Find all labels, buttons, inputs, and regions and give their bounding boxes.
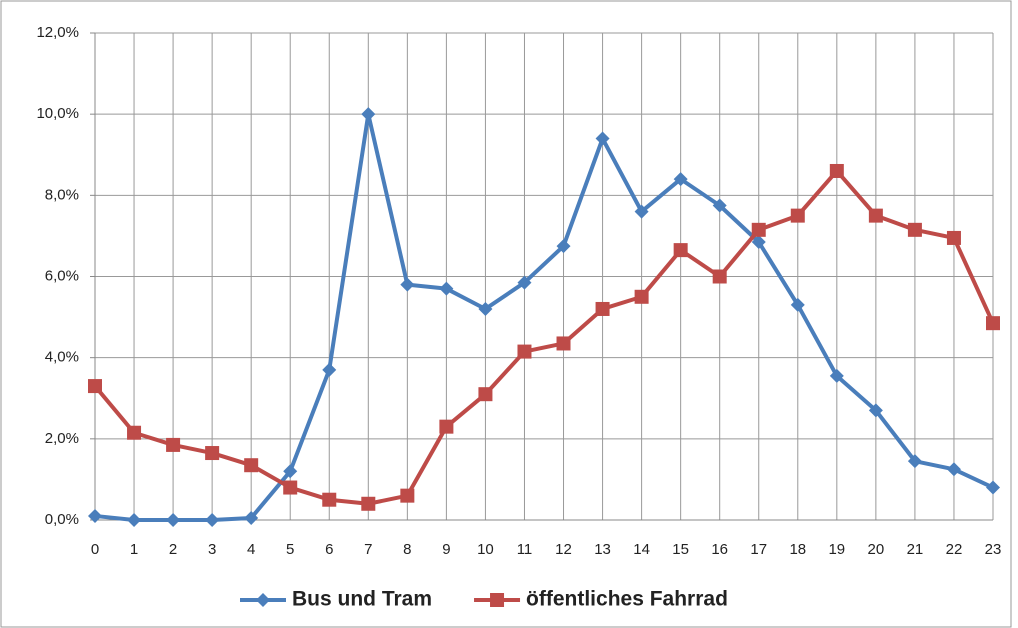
data-point [166,513,181,527]
data-point [673,243,688,258]
y-tick-label: 2,0% [45,430,79,447]
x-tick-label: 6 [325,541,333,558]
data-point [673,172,688,187]
data-point [868,208,883,223]
x-tick-label: 13 [594,541,611,558]
x-tick-label: 17 [750,541,767,558]
data-point [517,275,532,290]
data-point [595,131,610,146]
x-tick-label: 1 [130,541,138,558]
data-point [907,454,922,469]
data-point [88,379,102,394]
data-point [166,437,181,452]
x-tick-label: 5 [286,541,294,558]
x-tick-label: 4 [247,541,255,558]
x-tick-label: 22 [946,541,963,558]
data-point [634,289,649,304]
data-point [556,336,571,351]
legend-marker [256,593,270,607]
x-tick-label: 2 [169,541,177,558]
y-tick-label: 8,0% [45,186,79,203]
x-tick-label: 7 [364,541,372,558]
data-point [88,508,102,523]
data-point [712,269,727,284]
x-tick-label: 11 [517,541,533,558]
data-point [712,198,727,213]
data-point [829,163,844,178]
data-point [751,222,766,237]
data-point [127,513,142,527]
data-point [751,235,766,250]
x-tick-label: 16 [711,541,728,558]
legend-text: öffentliches Fahrrad [526,588,728,611]
data-point [361,496,376,511]
x-tick-label: 23 [985,541,1002,558]
data-point [790,208,805,223]
x-tick-label: 21 [907,541,924,558]
data-point [595,301,610,316]
x-tick-label: 14 [633,541,650,558]
y-tick-label: 10,0% [36,105,79,122]
y-tick-label: 0,0% [45,511,79,528]
x-tick-label: 8 [403,541,411,558]
data-point [205,513,220,527]
data-point [790,297,805,312]
data-point [322,492,337,507]
y-tick-label: 6,0% [45,267,79,284]
data-point [283,480,298,495]
data-point [946,230,961,245]
x-tick-label: 19 [828,541,845,558]
x-tick-label: 18 [789,541,806,558]
y-tick-label: 4,0% [45,349,79,366]
data-point [907,222,922,237]
data-point [517,344,532,359]
data-point [868,403,883,418]
data-point [829,368,844,383]
data-point [205,446,220,461]
data-point [244,510,259,525]
data-point [986,480,1000,495]
x-tick-label: 20 [868,541,885,558]
x-tick-label: 3 [208,541,216,558]
data-point [478,387,493,402]
data-point [361,107,376,122]
legend-text: Bus und Tram [292,588,432,611]
x-tick-label: 15 [672,541,689,558]
data-point [986,316,1000,331]
x-tick-label: 10 [477,541,494,558]
data-point [322,362,337,377]
data-point [439,419,454,434]
data-point [127,425,142,440]
data-point [400,488,415,503]
legend-marker [490,593,505,607]
x-tick-label: 12 [555,541,572,558]
data-point [400,277,415,292]
data-point [283,464,298,479]
data-point [439,281,454,296]
data-point [478,301,493,316]
data-point [634,204,649,219]
data-point [244,458,259,473]
x-tick-label: 0 [91,541,99,558]
x-tick-label: 9 [442,541,450,558]
y-tick-label: 12,0% [36,24,79,41]
data-point [946,462,961,477]
data-point [556,239,571,254]
